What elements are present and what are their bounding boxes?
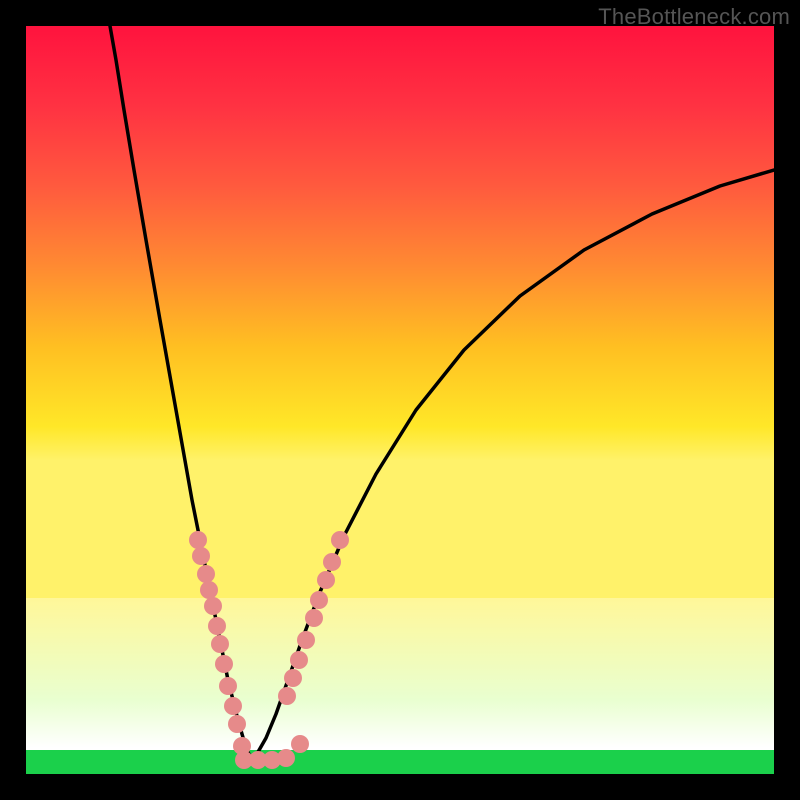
chart-container: TheBottleneck.com — [0, 0, 800, 800]
bottleneck-curve-chart — [0, 0, 800, 800]
watermark-text: TheBottleneck.com — [598, 4, 790, 30]
